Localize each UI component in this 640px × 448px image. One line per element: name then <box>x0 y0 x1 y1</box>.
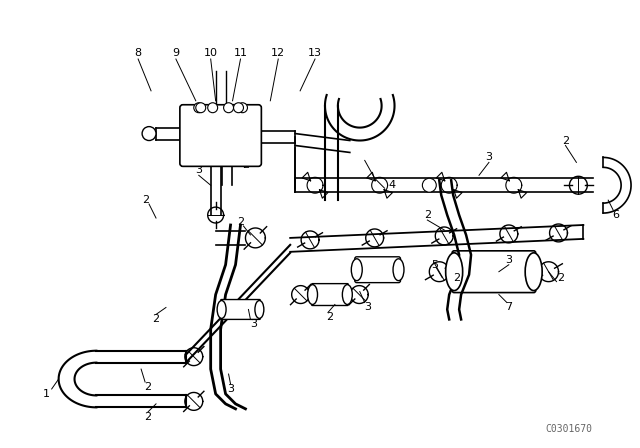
Circle shape <box>237 103 248 113</box>
Text: 2: 2 <box>237 217 244 227</box>
FancyBboxPatch shape <box>312 284 348 306</box>
Ellipse shape <box>393 259 404 280</box>
Text: 2: 2 <box>152 314 159 324</box>
Ellipse shape <box>255 301 264 319</box>
Ellipse shape <box>422 178 436 192</box>
FancyBboxPatch shape <box>355 257 401 283</box>
Ellipse shape <box>525 253 542 291</box>
Ellipse shape <box>342 284 352 305</box>
Circle shape <box>194 103 204 113</box>
Text: 3: 3 <box>364 302 371 312</box>
Text: 3: 3 <box>486 152 492 163</box>
Circle shape <box>208 103 218 113</box>
Text: 2: 2 <box>424 210 431 220</box>
Text: 6: 6 <box>612 210 620 220</box>
Ellipse shape <box>217 301 226 319</box>
Text: 3: 3 <box>250 319 257 329</box>
FancyBboxPatch shape <box>180 105 261 166</box>
Text: 10: 10 <box>204 48 218 58</box>
Text: 8: 8 <box>134 48 141 58</box>
Text: 13: 13 <box>308 48 322 58</box>
Text: 2: 2 <box>557 273 564 283</box>
Ellipse shape <box>351 259 362 280</box>
Text: 2: 2 <box>145 382 152 392</box>
Text: 5: 5 <box>431 260 438 270</box>
Text: 3: 3 <box>227 384 234 394</box>
Text: 9: 9 <box>172 48 179 58</box>
Text: 11: 11 <box>234 48 248 58</box>
Text: C0301670: C0301670 <box>545 424 592 434</box>
Ellipse shape <box>142 127 156 141</box>
Ellipse shape <box>445 253 463 291</box>
Text: 2: 2 <box>145 412 152 422</box>
Text: 7: 7 <box>505 302 513 312</box>
Circle shape <box>234 103 243 113</box>
FancyBboxPatch shape <box>452 251 536 293</box>
Circle shape <box>223 103 234 113</box>
Text: 12: 12 <box>271 48 285 58</box>
Text: 2: 2 <box>143 195 150 205</box>
Text: 1: 1 <box>44 389 50 399</box>
Text: 3: 3 <box>195 165 202 175</box>
Text: 4: 4 <box>388 180 395 190</box>
Text: 3: 3 <box>506 255 513 265</box>
Text: 2: 2 <box>326 312 333 323</box>
Circle shape <box>196 103 205 113</box>
FancyBboxPatch shape <box>221 300 260 319</box>
Text: 2: 2 <box>562 136 569 146</box>
Text: 2: 2 <box>454 273 461 283</box>
Ellipse shape <box>308 284 317 305</box>
Text: 2: 2 <box>242 160 249 170</box>
